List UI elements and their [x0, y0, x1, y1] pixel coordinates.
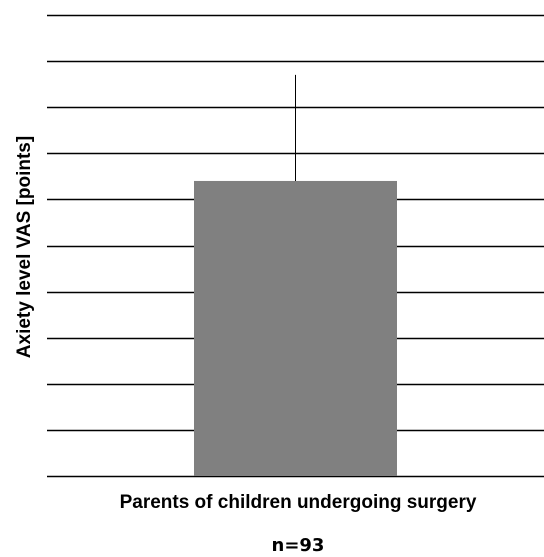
- bar-0: [194, 180, 397, 476]
- y-axis-label: Axiety level VAS [points]: [14, 136, 35, 358]
- x-category-label: Parents of children undergoing surgery: [120, 492, 477, 513]
- sample-size-annotation: n=93: [272, 535, 325, 556]
- bars: [194, 180, 397, 476]
